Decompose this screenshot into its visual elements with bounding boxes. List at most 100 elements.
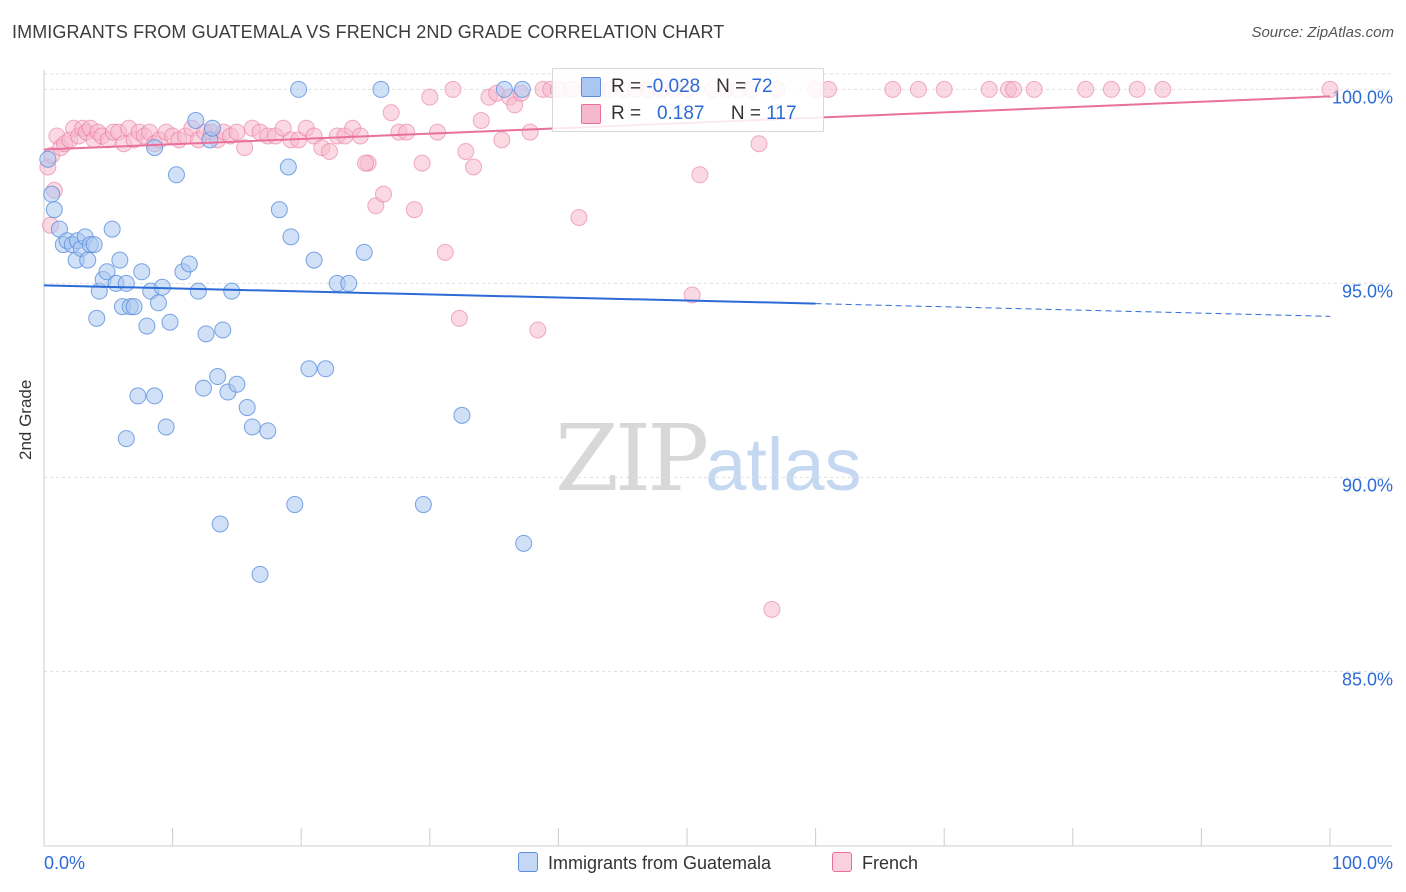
guatemala-point bbox=[515, 534, 533, 552]
guatemala-trend-extension bbox=[815, 303, 1331, 317]
legend-r-value: 0.187 bbox=[656, 103, 705, 124]
guatemala-point bbox=[251, 565, 269, 583]
guatemala-point bbox=[243, 418, 261, 436]
guatemala-point bbox=[88, 309, 106, 327]
french-point bbox=[382, 104, 400, 122]
french-point bbox=[472, 111, 490, 129]
french-point bbox=[236, 139, 254, 157]
guatemala-point bbox=[45, 201, 63, 219]
french-point bbox=[493, 131, 511, 149]
legend-label-french: French bbox=[862, 853, 919, 873]
french-point bbox=[909, 80, 927, 98]
french-point bbox=[1128, 80, 1146, 98]
french-point bbox=[521, 123, 539, 141]
guatemala-point bbox=[211, 515, 229, 533]
legend-n-label: N = bbox=[716, 76, 752, 97]
french-point bbox=[691, 166, 709, 184]
french-point bbox=[436, 243, 454, 261]
x-tick-label: 100.0% bbox=[1332, 853, 1393, 873]
source-label: Source: ZipAtlas.com bbox=[1251, 24, 1394, 41]
chart-title: IMMIGRANTS FROM GUATEMALA VS FRENCH 2ND … bbox=[12, 22, 725, 42]
guatemala-point bbox=[146, 387, 164, 405]
guatemala-point bbox=[194, 379, 212, 397]
french-point bbox=[421, 88, 439, 106]
guatemala-point bbox=[117, 274, 135, 292]
guatemala-point bbox=[279, 158, 297, 176]
french-swatch bbox=[581, 104, 601, 124]
french-point bbox=[683, 286, 701, 304]
french-point bbox=[450, 309, 468, 327]
french-point bbox=[457, 142, 475, 160]
guatemala-point bbox=[138, 317, 156, 335]
legend-label-guatemala: Immigrants from Guatemala bbox=[548, 853, 772, 873]
guatemala-point bbox=[228, 375, 246, 393]
guatemala-point bbox=[98, 263, 116, 281]
french-point bbox=[1102, 80, 1120, 98]
guatemala-point bbox=[372, 80, 390, 98]
guatemala-point bbox=[300, 360, 318, 378]
legend-r-label: R = bbox=[611, 103, 647, 124]
guatemala-point bbox=[117, 430, 135, 448]
french-point bbox=[1025, 80, 1043, 98]
guatemala-point bbox=[495, 80, 513, 98]
guatemala-point bbox=[340, 274, 358, 292]
guatemala-point bbox=[305, 251, 323, 269]
x-tick-label: 0.0% bbox=[44, 853, 85, 873]
guatemala-point bbox=[189, 282, 207, 300]
french-point bbox=[529, 321, 547, 339]
french-point bbox=[935, 80, 953, 98]
french-point bbox=[750, 135, 768, 153]
watermark-zip: ZIP bbox=[555, 405, 709, 512]
french-point bbox=[405, 201, 423, 219]
guatemala-point bbox=[39, 150, 57, 168]
guatemala-point bbox=[85, 236, 103, 254]
guatemala-point bbox=[259, 422, 277, 440]
french-point bbox=[320, 142, 338, 160]
guatemala-point bbox=[317, 360, 335, 378]
guatemala-point bbox=[133, 263, 151, 281]
y-tick-label: 95.0% bbox=[1342, 281, 1393, 301]
legend-item-guatemala: Immigrants from Guatemala bbox=[518, 852, 771, 874]
french-point bbox=[228, 123, 246, 141]
guatemala-point bbox=[270, 201, 288, 219]
y-tick-label: 90.0% bbox=[1342, 475, 1393, 495]
watermark: ZIPatlas bbox=[555, 405, 861, 512]
guatemala-point bbox=[111, 251, 129, 269]
y-tick-label: 85.0% bbox=[1342, 669, 1393, 689]
y-tick-label: 100.0% bbox=[1332, 87, 1393, 107]
guatemala-point bbox=[197, 325, 215, 343]
legend-n-value: 117 bbox=[766, 103, 797, 124]
french-point bbox=[1321, 80, 1339, 98]
y-axis-label: 2nd Grade bbox=[16, 379, 35, 460]
guatemala-point bbox=[513, 80, 531, 98]
guatemala-point bbox=[149, 294, 167, 312]
legend-r-value: -0.028 bbox=[646, 76, 701, 97]
legend-n-value: 72 bbox=[751, 76, 773, 97]
legend-item-french: French bbox=[832, 852, 918, 874]
guatemala-point bbox=[355, 243, 373, 261]
legend-n-label: N = bbox=[730, 103, 767, 124]
guatemala-point bbox=[161, 313, 179, 331]
guatemala-point bbox=[290, 80, 308, 98]
guatemala-point bbox=[146, 139, 164, 157]
guatemala-legend-swatch bbox=[518, 852, 538, 872]
french-point bbox=[884, 80, 902, 98]
french-point bbox=[763, 600, 781, 618]
guatemala-point bbox=[214, 321, 232, 339]
guatemala-point bbox=[79, 251, 97, 269]
french-point bbox=[1154, 80, 1172, 98]
guatemala-point bbox=[238, 399, 256, 417]
french-point bbox=[413, 154, 431, 172]
french-point bbox=[357, 154, 374, 172]
guatemala-point bbox=[129, 387, 147, 405]
guatemala-point bbox=[414, 496, 432, 514]
guatemala-point bbox=[203, 119, 221, 137]
guatemala-point bbox=[223, 282, 241, 300]
legend-r-label: R = bbox=[611, 76, 647, 97]
correlation-legend: R = -0.028 N = 72 R = 0.187 N = 117 bbox=[552, 68, 824, 132]
guatemala-point bbox=[43, 185, 61, 203]
guatemala-point bbox=[125, 298, 143, 316]
french-legend-swatch bbox=[832, 852, 852, 872]
french-point bbox=[980, 80, 998, 98]
